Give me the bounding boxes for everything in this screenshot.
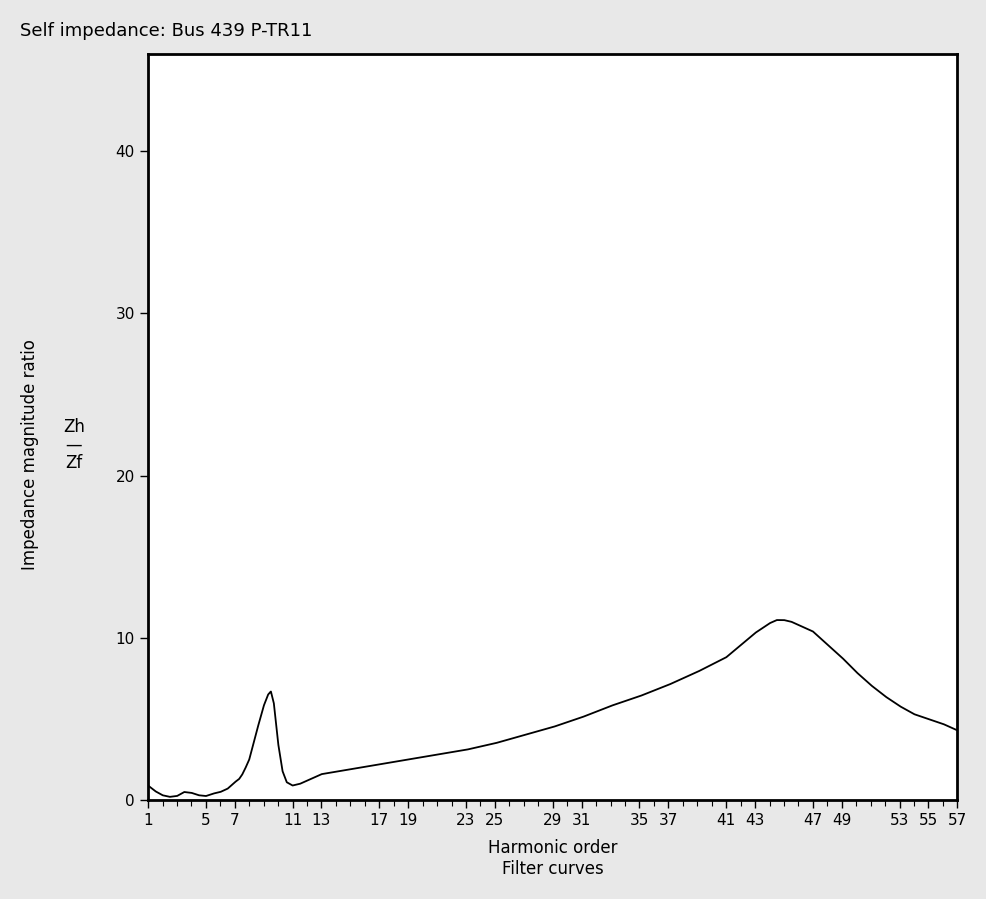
- Text: —: —: [66, 436, 82, 454]
- Text: Zh: Zh: [63, 418, 85, 436]
- X-axis label: Harmonic order
Filter curves: Harmonic order Filter curves: [487, 840, 617, 878]
- Text: Impedance magnitude ratio: Impedance magnitude ratio: [21, 329, 38, 570]
- Text: Self impedance: Bus 439 P-TR11: Self impedance: Bus 439 P-TR11: [20, 22, 312, 40]
- Text: Zf: Zf: [65, 454, 83, 472]
